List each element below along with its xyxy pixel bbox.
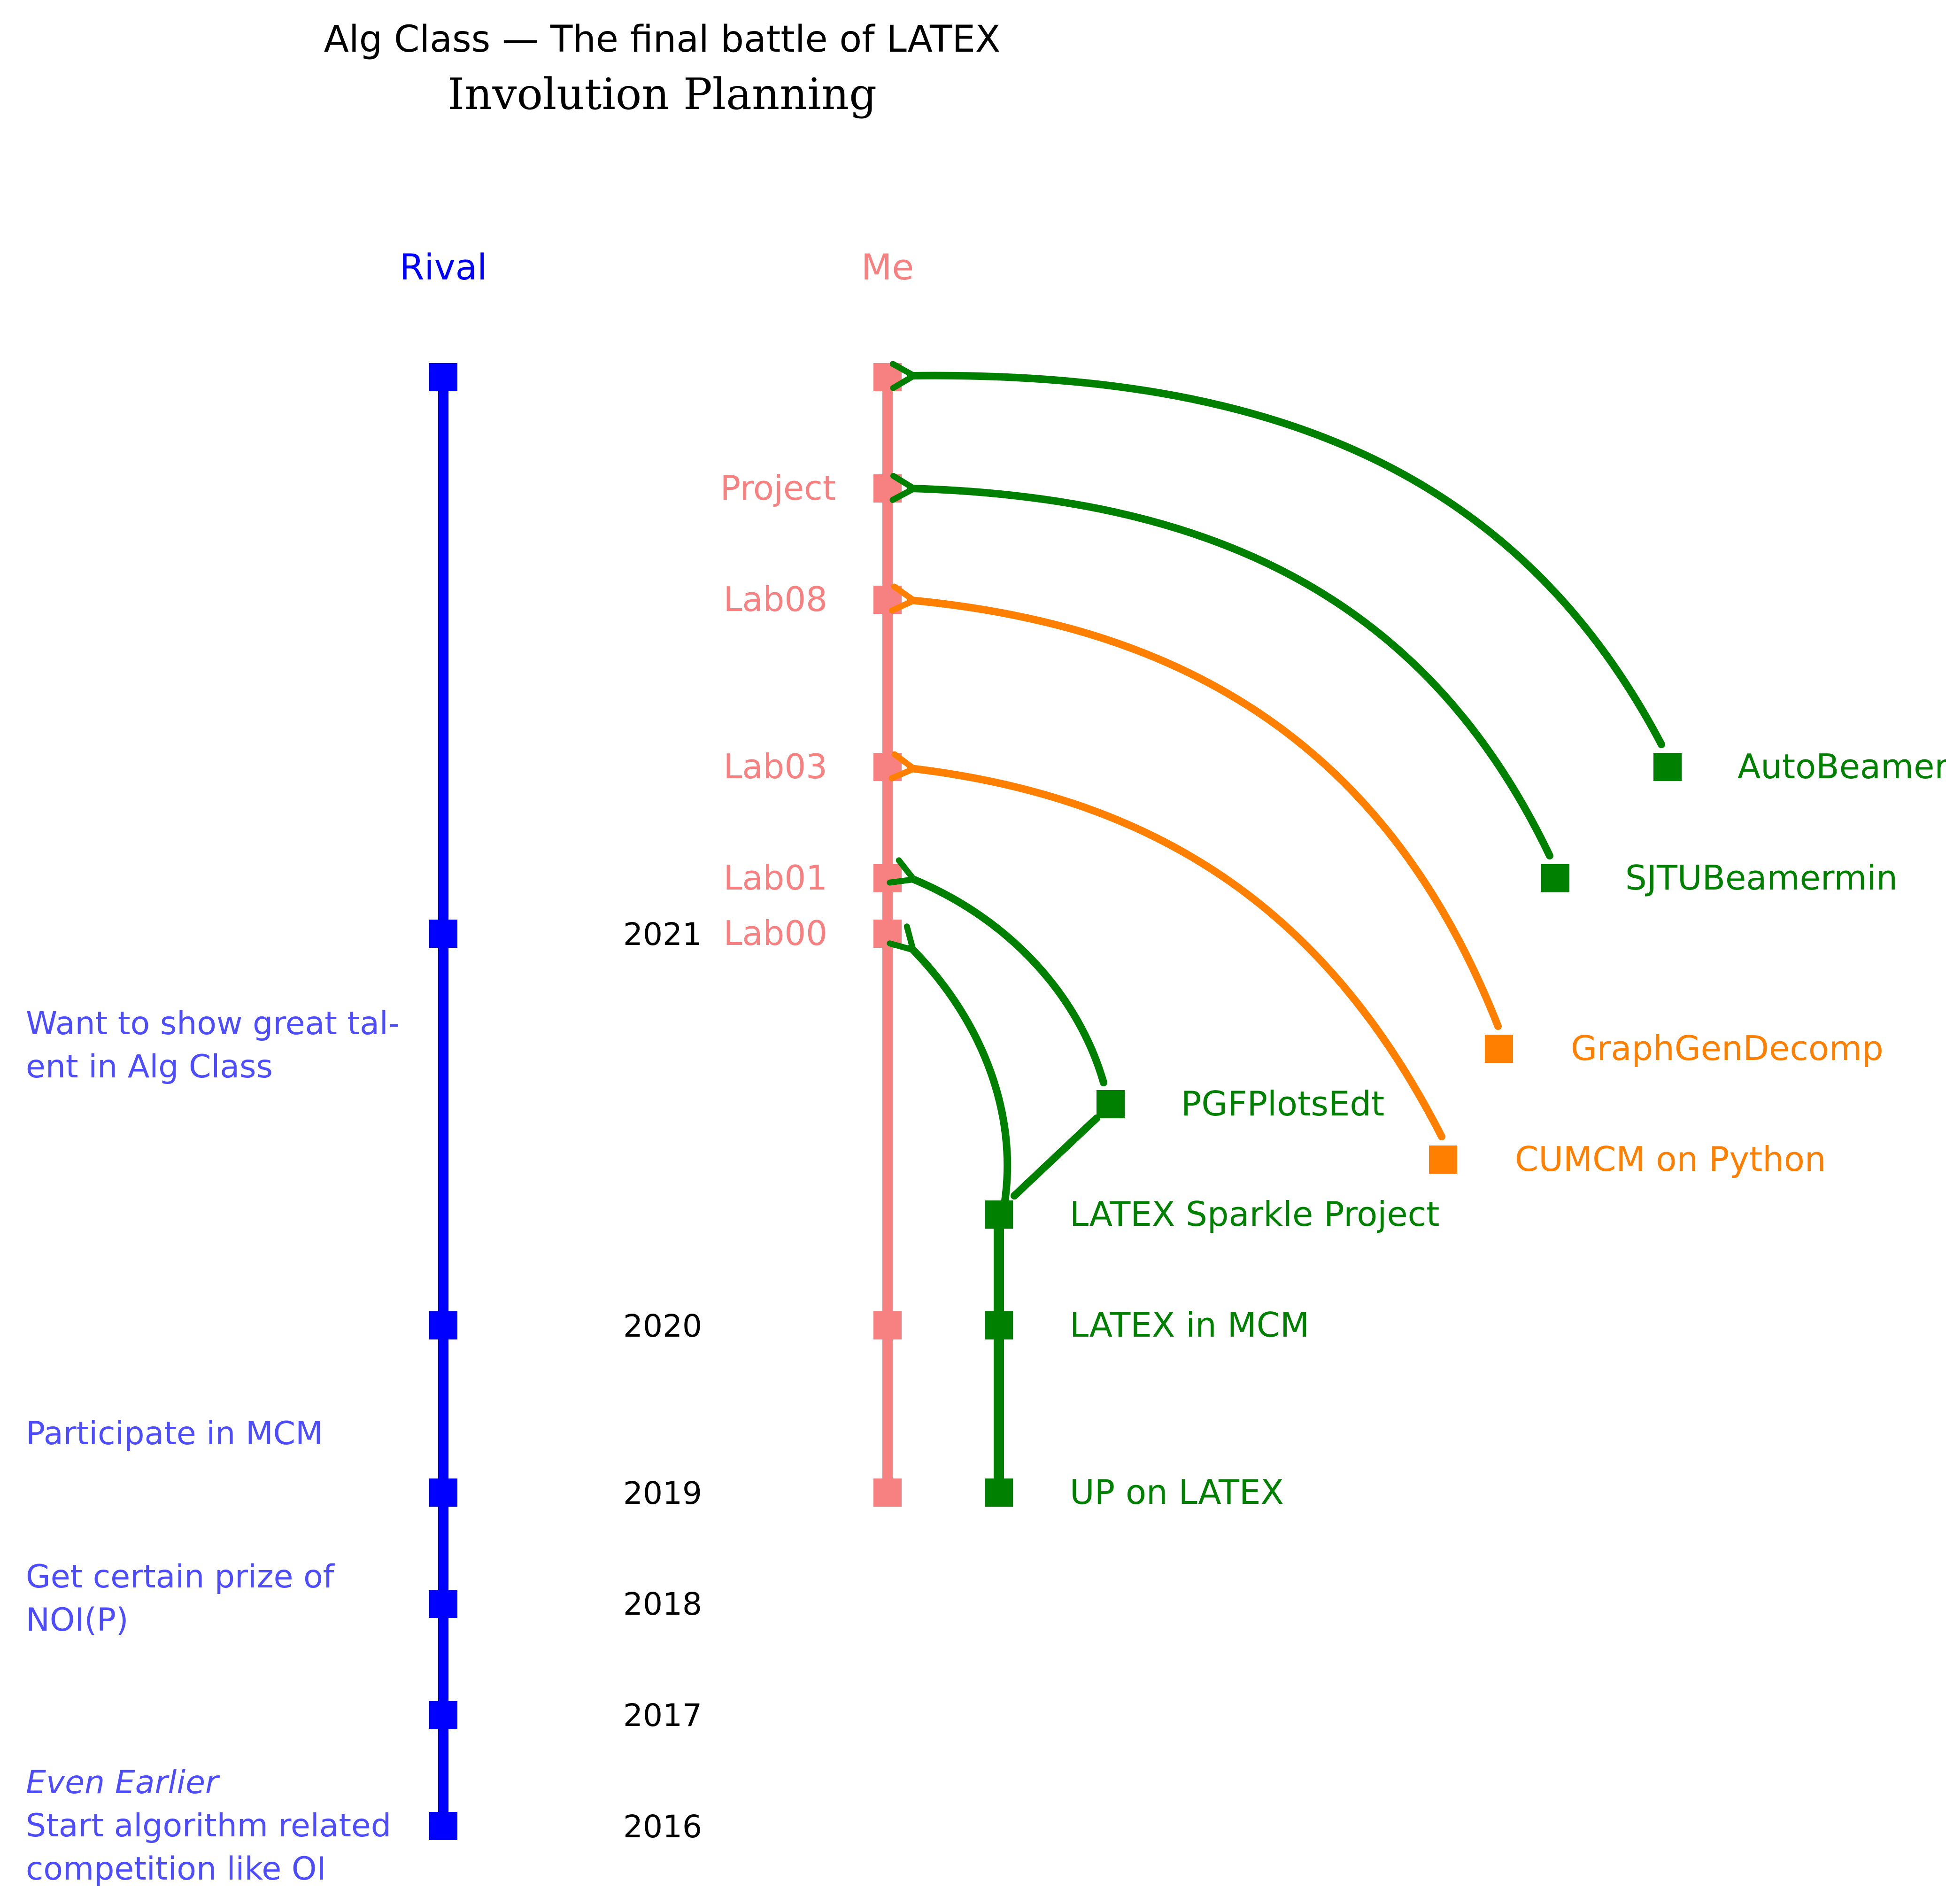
rival-node-2020 (429, 1311, 457, 1339)
me-node-lab00 (873, 920, 902, 948)
node-up-on-latex (985, 1478, 1013, 1507)
me-column-header: Me (861, 246, 914, 288)
year-label-2016: 2016 (623, 1809, 702, 1845)
me-label-lab08: Lab08 (723, 580, 827, 619)
arrow-pgfplotsedt-to-lab01 (887, 857, 1107, 1086)
me-node-top (873, 363, 902, 391)
rival-node-2017 (429, 1701, 457, 1729)
latex-logo: LATEX (886, 18, 1000, 61)
year-label-2019: 2019 (623, 1475, 702, 1511)
node-pgfplotsedt (1097, 1090, 1125, 1118)
label-cumcm-python: CUMCM on Python (1515, 1139, 1826, 1179)
year-label-2018: 2018 (623, 1586, 702, 1622)
me-node-project (873, 474, 902, 503)
label-pgfplotsedt: PGFPlotsEdt (1181, 1084, 1384, 1123)
node-graphgendecomp (1485, 1035, 1513, 1063)
diagram-title: Alg Class — The final battle of LATEX (324, 18, 1001, 61)
me-label-lab00: Lab00 (723, 913, 827, 953)
label-latex-in-mcm: LATEX in MCM (1070, 1305, 1309, 1345)
rival-node-2016 (429, 1812, 457, 1840)
label-graphgendecomp: GraphGenDecomp (1571, 1029, 1884, 1068)
rival-node-top (429, 363, 457, 391)
arrow-sparkle-to-lab00 (887, 923, 1012, 1204)
rival-note-noi: Get certain prize of NOI(P) (26, 1558, 344, 1639)
node-sjtubeamermin (1541, 864, 1569, 892)
me-label-lab03: Lab03 (723, 747, 827, 786)
me-node-2019 (873, 1478, 902, 1507)
me-node-lab03 (873, 753, 902, 781)
arrow-cumcm-to-lab03 (888, 751, 1445, 1140)
me-node-lab08 (873, 586, 902, 614)
rival-column-header: Rival (400, 246, 487, 288)
label-sjtubeamermin: SJTUBeamermin (1625, 858, 1898, 898)
rival-node-2021 (429, 920, 457, 948)
rival-node-2018 (429, 1590, 457, 1618)
node-latex-sparkle (985, 1200, 1013, 1229)
rival-note-mcm: Participate in MCM (26, 1415, 323, 1452)
arrow-graphgendecomp-to-lab08 (888, 583, 1502, 1030)
node-latex-in-mcm (985, 1311, 1013, 1339)
sparkle-to-pgf-link (1011, 1115, 1100, 1200)
year-label-2020: 2020 (623, 1308, 702, 1344)
me-node-lab01 (873, 864, 902, 892)
arrow-autobeamer-to-top (889, 361, 1665, 748)
label-latex-sparkle: LATEX Sparkle Project (1070, 1194, 1439, 1234)
node-autobeamer (1653, 753, 1682, 781)
node-cumcm-python (1429, 1145, 1457, 1174)
label-autobeamer: AutoBeamer (1738, 747, 1946, 786)
rival-node-2019 (429, 1478, 457, 1507)
rival-note-earlier: Even Earlier Start algorithm related com… (26, 1764, 402, 1888)
year-label-2021: 2021 (623, 916, 702, 952)
label-up-on-latex: UP on LATEX (1070, 1472, 1284, 1512)
me-label-project: Project (720, 468, 836, 508)
diagram-subtitle: Involution Planning (448, 69, 877, 119)
year-label-2017: 2017 (623, 1697, 702, 1734)
me-label-lab01: Lab01 (723, 858, 827, 898)
rival-note-talent: Want to show great tal- ent in Alg Class (26, 1005, 410, 1085)
arrow-sjtubeamermin-to-project (889, 472, 1553, 859)
me-node-2020 (873, 1311, 902, 1339)
